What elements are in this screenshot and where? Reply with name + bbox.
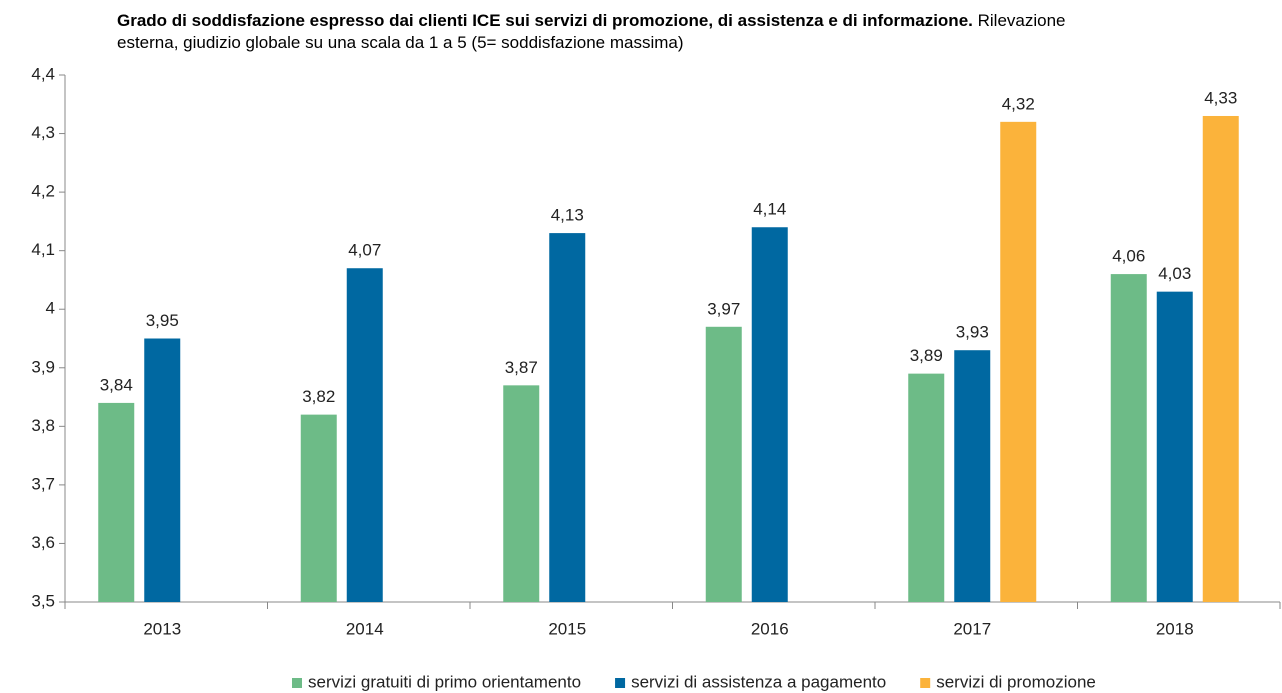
- x-tick-label: 2016: [751, 619, 789, 638]
- legend-swatch: [920, 678, 931, 688]
- bar: [300, 414, 337, 602]
- value-label: 4,03: [1158, 264, 1191, 283]
- bar: [144, 338, 181, 602]
- value-label: 4,32: [1002, 94, 1035, 113]
- y-tick-label: 4,2: [31, 182, 55, 201]
- bar: [98, 402, 135, 602]
- legend-swatch: [292, 678, 302, 688]
- bar: [705, 326, 742, 602]
- bar: [751, 227, 788, 602]
- y-tick-label: 4,1: [31, 240, 55, 259]
- y-tick-label: 3,5: [31, 591, 55, 610]
- legend-label: servizi di assistenza a pagamento: [631, 672, 886, 691]
- x-tick-label: 2017: [953, 619, 991, 638]
- x-tick-label: 2015: [548, 619, 586, 638]
- bar: [1110, 274, 1147, 602]
- bar: [549, 233, 586, 602]
- value-label: 4,07: [348, 241, 381, 260]
- y-tick-label: 3,9: [31, 357, 55, 376]
- value-label: 3,97: [707, 299, 740, 318]
- bar: [346, 268, 383, 602]
- x-tick-label: 2018: [1156, 619, 1194, 638]
- value-label: 3,93: [956, 323, 989, 342]
- y-tick-label: 4,3: [31, 123, 55, 142]
- bar: [503, 385, 540, 602]
- y-tick-label: 3,7: [31, 474, 55, 493]
- legend-swatch: [615, 678, 626, 688]
- bar: [1000, 121, 1037, 602]
- value-label: 4,14: [753, 200, 786, 219]
- bar: [908, 373, 945, 602]
- value-label: 4,33: [1204, 88, 1237, 107]
- y-tick-label: 3,8: [31, 416, 55, 435]
- value-label: 3,89: [910, 346, 943, 365]
- chart-title: Grado di soddisfazione espresso dai clie…: [117, 11, 973, 30]
- chart-subtitle: Rilevazione esterna, giudizio globale su…: [117, 11, 1066, 52]
- legend-label: servizi gratuiti di primo orientamento: [308, 672, 581, 691]
- value-label: 3,87: [505, 358, 538, 377]
- value-label: 4,13: [551, 206, 584, 225]
- bar: [1202, 115, 1239, 602]
- bar: [1156, 291, 1193, 602]
- x-tick-label: 2014: [346, 619, 384, 638]
- y-tick-label: 3,6: [31, 533, 55, 552]
- value-label: 3,95: [146, 311, 179, 330]
- title-block: Grado di soddisfazione espresso dai clie…: [117, 10, 1092, 54]
- y-tick-label: 4,4: [31, 64, 55, 83]
- value-label: 3,82: [302, 387, 335, 406]
- value-label: 3,84: [100, 375, 133, 394]
- value-label: 4,06: [1112, 247, 1145, 266]
- x-tick-label: 2013: [143, 619, 181, 638]
- y-tick-label: 4: [46, 299, 55, 318]
- legend-label: servizi di promozione: [936, 672, 1096, 691]
- bar: [954, 350, 991, 602]
